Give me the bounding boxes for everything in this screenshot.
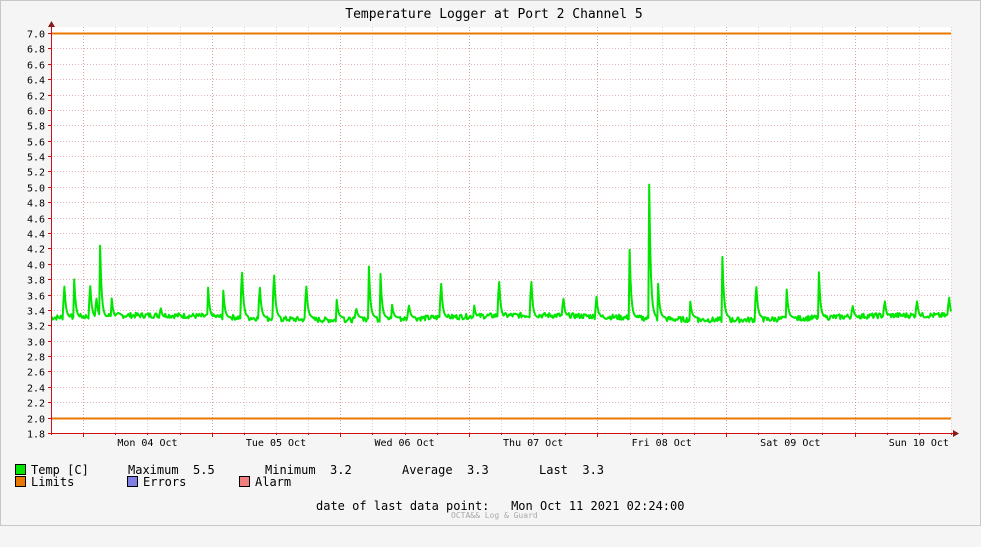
y-tick-label: 5.4 [27,153,45,164]
y-tick-label: 4.4 [27,230,45,241]
stat-last: Last 3.3 [539,463,604,477]
stat-minimum-label: Minimum [265,463,316,477]
y-tick-label: 6.4 [27,76,45,87]
temp-series-line [50,183,952,324]
x-axis-arrow [953,430,959,437]
y-tick-label: 6.2 [27,92,45,103]
y-tick-label: 3.8 [27,276,45,287]
limits-swatch [15,476,26,487]
stat-minimum: Minimum 3.2 [265,463,352,477]
y-tick-label: 4.6 [27,215,45,226]
limit-lines [51,32,951,420]
y-tick-label: 2.4 [27,384,45,395]
x-tick-label: Fri 08 Oct [632,438,692,449]
last-point-label: date of last data point: [316,499,490,513]
legend-row-1: Temp [C] Maximum 5.5 Minimum 3.2 Average… [15,463,604,547]
y-tick-label: 2.2 [27,399,45,410]
y-tick-label: 2.6 [27,368,45,379]
legend-limits-label: Limits [31,475,75,489]
y-tick-label: 3.4 [27,307,45,318]
stat-average-label: Average [402,463,453,477]
legend-row-2: Limits Errors Alarm [15,475,291,531]
y-tick-label: 6.6 [27,61,45,72]
credit-text: OCTA&& Log & Guard [451,511,538,520]
axes [48,21,959,437]
chart-title: Temperature Logger at Port 2 Channel 5 [345,7,642,22]
stat-minimum-value: 3.2 [330,463,352,477]
x-tick-label: Tue 05 Oct [246,438,306,449]
y-tick-label: 1.8 [27,430,45,441]
y-tick-label: 5.2 [27,168,45,179]
legend-series-label: Temp [C] [31,463,89,477]
y-tick-label: 7.0 [27,30,45,41]
stat-average: Average 3.3 [402,463,489,477]
x-tick-label: Sat 09 Oct [760,438,820,449]
last-point-value: Mon Oct 11 2021 02:24:00 [511,499,685,513]
legend-alarm-label: Alarm [255,475,292,489]
temperature-chart: Temperature Logger at Port 2 Channel 5 7… [27,7,959,449]
legend-errors-label: Errors [143,475,187,489]
x-tick-label: Wed 06 Oct [374,438,434,449]
y-tick-label: 2.0 [27,415,45,426]
alarm-swatch [239,476,250,487]
y-tick-label: 5.0 [27,184,45,195]
y-tick-label: 6.8 [27,45,45,56]
y-tick-label: 4.2 [27,245,45,256]
stat-maximum-value: 5.5 [193,463,215,477]
stat-maximum-label: Maximum [128,463,179,477]
x-tick-label: Sun 10 Oct [889,438,949,449]
stat-last-label: Last [539,463,568,477]
y-tick-label: 5.8 [27,122,45,133]
y-tick-label: 6.0 [27,107,45,118]
series-layer [50,183,952,324]
legend-errors: Errors [127,475,186,489]
y-axis-arrow [48,21,55,27]
x-tick-label: Mon 04 Oct [117,438,177,449]
last-data-point: date of last data point: Mon Oct 11 2021… [316,499,684,513]
y-tick-label: 3.0 [27,338,45,349]
y-tick-label: 3.6 [27,292,45,303]
legend-alarm: Alarm [239,475,291,489]
plot-background [51,27,951,433]
y-tick-label: 5.6 [27,138,45,149]
stat-last-value: 3.3 [582,463,605,477]
stat-maximum: Maximum 5.5 [128,463,215,477]
x-tick-labels: Mon 04 Oct Tue 05 Oct Wed 06 Oct Thu 07 Oct… [117,438,949,449]
y-tick-labels: 7.0 6.8 6.6 6.4 6.2 6.0 5.8 5.6 5.4 5.2 5.0 4.8 4.6 4… [27,30,45,441]
errors-swatch [127,476,138,487]
legend-series: Temp [C] [15,463,89,477]
y-tick-label: 4.0 [27,261,45,272]
x-tick-label: Thu 07 Oct [503,438,563,449]
y-tick-label: 3.2 [27,322,45,333]
stat-average-value: 3.3 [467,463,489,477]
legend-limits: Limits [15,475,74,489]
y-tick-label: 4.8 [27,199,45,210]
temp-swatch [15,464,26,475]
y-tick-label: 2.8 [27,353,45,364]
